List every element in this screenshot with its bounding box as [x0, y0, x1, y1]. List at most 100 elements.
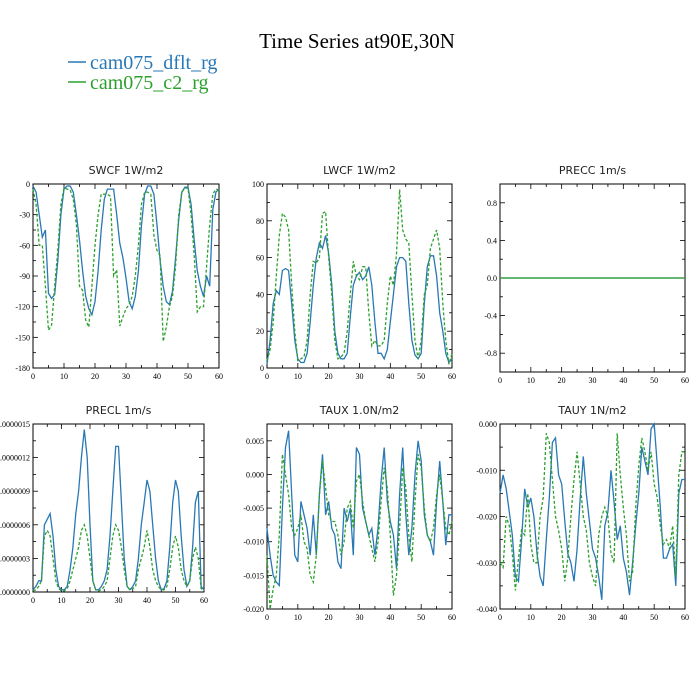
y-tick-label: -0.040 [476, 605, 497, 614]
y-tick-label: 60 [256, 254, 264, 263]
x-tick-label: 0 [265, 613, 269, 622]
series-line-cam075-dflt-rg [499, 422, 685, 600]
y-tick-label: -0.015 [243, 571, 264, 580]
x-tick-label: 0 [498, 376, 502, 385]
y-tick-label: -0.010 [476, 466, 497, 475]
x-tick-label: 40 [619, 376, 627, 385]
series-line-cam075-c2-rg [499, 433, 685, 591]
x-tick-label: 30 [356, 613, 364, 622]
y-tick-label: 0.0000000 [0, 588, 30, 597]
y-tick-label: -0.020 [476, 513, 497, 522]
y-tick-label: -90 [19, 272, 30, 281]
y-tick-label: 0.4 [487, 236, 497, 245]
y-tick-label: -0.020 [243, 605, 264, 614]
y-tick-label: -150 [15, 333, 30, 342]
x-tick-label: 20 [86, 596, 94, 605]
legend-label-c2: cam075_c2_rg [90, 72, 209, 94]
y-tick-label: 0 [26, 180, 30, 189]
series-line-cam075-dflt-rg [32, 429, 205, 591]
x-tick-label: 60 [448, 613, 456, 622]
x-tick-label: 10 [527, 613, 535, 622]
x-tick-label: 50 [417, 613, 425, 622]
x-tick-label: 30 [356, 372, 364, 381]
x-tick-label: 10 [58, 596, 66, 605]
x-tick-label: 0 [31, 372, 35, 381]
x-tick-label: 30 [115, 596, 123, 605]
y-tick-label: 0.0000015 [0, 420, 30, 429]
x-tick-label: 60 [200, 596, 208, 605]
panels: SWCF 1W/m2 0 10 20 30 40 50 60 0 -30 -60 -90 -120 -15… [0, 164, 689, 622]
x-tick-label: 20 [325, 372, 333, 381]
x-tick-label: 20 [558, 376, 566, 385]
panel-tauy: TAUY 1N/m2 0 10 20 30 40 50 60 0.000 -0.010 -0.020… [476, 404, 689, 622]
x-tick-label: 40 [619, 613, 627, 622]
y-tick-label: -0.005 [243, 504, 264, 513]
y-tick-label: 0.0000012 [0, 454, 30, 463]
panel-title-taux: TAUX 1.0N/m2 [319, 404, 400, 417]
y-tick-label: 40 [256, 290, 264, 299]
x-tick-label: 60 [681, 376, 689, 385]
x-tick-label: 20 [325, 613, 333, 622]
y-tick-label: 20 [256, 327, 264, 336]
x-tick-label: 0 [31, 596, 35, 605]
x-tick-label: 0 [265, 372, 269, 381]
panel-precc: PRECC 1m/s 0 10 20 30 40 50 60 0.8 0.4 0.0 -0.4 -0.8 [484, 164, 689, 385]
y-tick-label: -120 [15, 303, 30, 312]
series-line-cam075-c2-rg [266, 454, 453, 610]
x-tick-label: 30 [122, 372, 130, 381]
y-tick-label: -0.010 [243, 538, 264, 547]
plot-frame-tauy [499, 423, 686, 610]
x-tick-label: 60 [215, 372, 223, 381]
x-tick-label: 60 [681, 613, 689, 622]
y-tick-label: 0.0000006 [0, 521, 30, 530]
series-line-cam075-c2-rg [32, 187, 220, 342]
y-tick-label: 0.000 [479, 420, 497, 429]
x-tick-label: 40 [143, 596, 151, 605]
x-tick-label: 50 [650, 613, 658, 622]
panel-taux: TAUX 1.0N/m2 0 10 20 30 40 50 60 0.005 0.000 -0.00… [243, 404, 456, 622]
x-tick-label: 50 [417, 372, 425, 381]
y-tick-label: 0.0 [487, 274, 497, 283]
x-tick-label: 30 [589, 376, 597, 385]
panel-title-precc: PRECC 1m/s [559, 164, 627, 177]
x-tick-label: 50 [184, 372, 192, 381]
x-tick-label: 60 [448, 372, 456, 381]
x-tick-label: 40 [153, 372, 161, 381]
y-tick-label: 80 [256, 217, 264, 226]
x-tick-label: 40 [386, 613, 394, 622]
figure-title: Time Series at90E,30N [259, 29, 455, 53]
y-tick-label: -30 [19, 211, 30, 220]
x-tick-label: 30 [589, 613, 597, 622]
y-tick-label: 100 [252, 180, 264, 189]
y-tick-label: -0.4 [484, 312, 497, 321]
series-line-cam075-c2-rg [32, 522, 205, 592]
series-line-cam075-dflt-rg [266, 430, 452, 588]
y-tick-label: 0.005 [246, 437, 264, 446]
panel-title-swcf: SWCF 1W/m2 [89, 164, 164, 177]
y-tick-label: -180 [15, 364, 30, 373]
y-tick-label: 0.8 [487, 199, 497, 208]
y-tick-label: 0.0000003 [0, 554, 30, 563]
y-tick-label: 0.0000009 [0, 487, 30, 496]
y-tick-label: -60 [19, 241, 30, 250]
y-tick-label: -0.030 [476, 559, 497, 568]
panel-title-lwcf: LWCF 1W/m2 [323, 164, 396, 177]
x-tick-label: 20 [91, 372, 99, 381]
x-tick-label: 50 [650, 376, 658, 385]
panel-swcf: SWCF 1W/m2 0 10 20 30 40 50 60 0 -30 -60 -90 -120 -15… [15, 164, 223, 381]
legend: cam075_dflt_rg cam075_c2_rg [68, 52, 217, 94]
x-tick-label: 40 [386, 372, 394, 381]
x-tick-label: 10 [527, 376, 535, 385]
series-line-cam075-c2-rg [266, 189, 453, 365]
x-tick-label: 50 [172, 596, 180, 605]
panel-lwcf: LWCF 1W/m2 0 10 20 30 40 50 60 0 20 40 60 80 100 [252, 164, 456, 381]
y-tick-label: 0.000 [246, 470, 264, 479]
x-tick-label: 20 [558, 613, 566, 622]
panel-precl: PRECL 1m/s 0 10 20 30 40 50 60 0.0000015 0.000001… [0, 404, 208, 605]
x-tick-label: 0 [498, 613, 502, 622]
legend-label-dflt: cam075_dflt_rg [90, 52, 217, 74]
x-tick-label: 10 [60, 372, 68, 381]
y-tick-label: 0 [260, 364, 264, 373]
panel-title-precl: PRECL 1m/s [86, 404, 152, 417]
